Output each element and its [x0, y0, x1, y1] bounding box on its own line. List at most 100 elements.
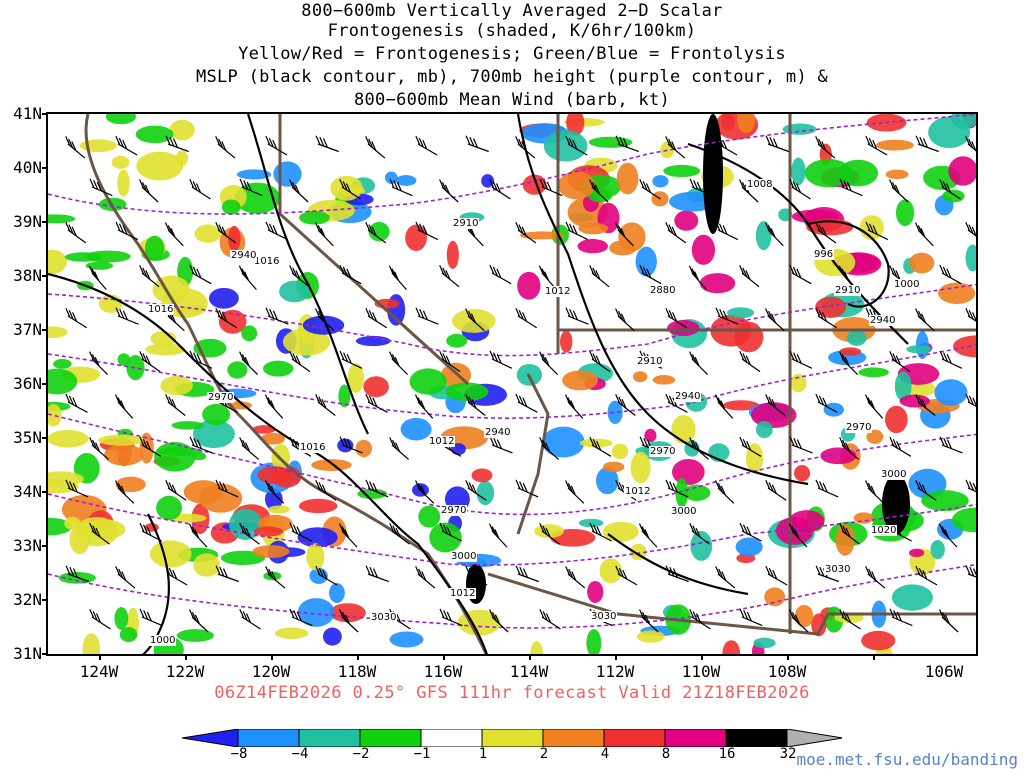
shading-blob: [169, 119, 195, 141]
wind-barb: [715, 221, 739, 241]
shading-blob: [82, 633, 101, 654]
colorbar-cell: [237, 729, 300, 747]
wind-barb: [489, 436, 513, 454]
shading-blob: [445, 382, 489, 402]
shading-blob: [241, 325, 258, 342]
shading-blob: [727, 307, 755, 319]
shading-blob: [311, 459, 352, 471]
shading-blob: [735, 537, 763, 557]
shading-blob: [609, 240, 637, 256]
wind-barb: [289, 351, 311, 373]
shading-blob: [192, 452, 207, 461]
wind-barb: [88, 265, 107, 290]
wind-barb: [265, 307, 289, 325]
wind-barb: [639, 178, 661, 200]
shading-blob: [921, 490, 969, 512]
mslp-contour-label: 1016: [147, 304, 175, 315]
wind-barb: [164, 222, 184, 247]
wind-barb: [889, 608, 913, 627]
lat-label: 32N: [13, 590, 42, 609]
wind-barb: [715, 135, 738, 156]
wind-barb: [938, 523, 958, 548]
height-contour-label: 2910: [452, 218, 480, 229]
wind-barb: [365, 479, 389, 498]
shading-blob: [690, 531, 713, 561]
wind-barb: [689, 608, 711, 630]
shading-blob: [104, 444, 144, 466]
shading-blob: [736, 114, 755, 134]
wind-barb: [165, 479, 187, 501]
wind-barb: [915, 565, 938, 586]
shading-blob: [64, 516, 81, 530]
wind-barb: [139, 351, 161, 373]
height-contour-label: 3000: [670, 506, 698, 517]
shading-blob: [279, 280, 310, 303]
wind-barb: [239, 523, 260, 545]
wind-barb: [339, 178, 361, 200]
shading-blob: [234, 182, 281, 214]
shading-blob: [355, 335, 391, 347]
height-contour-label: 2940: [869, 315, 897, 326]
shading-blob: [930, 540, 945, 560]
wind-barb: [765, 394, 786, 416]
shading-blob: [228, 225, 241, 252]
lon-label: 114W: [509, 662, 549, 681]
lat-tick: [42, 491, 48, 493]
wind-barb: [315, 479, 337, 501]
height-contour-label: 2970: [845, 422, 873, 433]
shading-blob: [599, 558, 623, 584]
wind-barb: [415, 135, 438, 156]
shading-blob: [671, 459, 705, 486]
source-url[interactable]: moe.met.fsu.edu/banding: [796, 750, 1018, 769]
shading-blob: [194, 224, 222, 243]
lon-label: 120W: [251, 662, 291, 681]
wind-barb: [539, 351, 559, 376]
lat-label: 31N: [13, 644, 42, 663]
wind-barb: [864, 394, 884, 419]
shading-blob: [611, 443, 629, 460]
height-contour-label: 3030: [824, 564, 852, 575]
mexico-border: [487, 572, 976, 636]
wind-barb: [115, 307, 139, 325]
shading-blob: [602, 461, 625, 473]
wind-barb: [915, 308, 935, 332]
shading-blob: [674, 210, 699, 231]
shading-blob: [853, 512, 874, 524]
shading-blob: [722, 400, 760, 411]
wind-barb: [489, 264, 512, 285]
shading-blob: [635, 246, 657, 277]
shading-blob: [136, 151, 183, 181]
height-contour-label: 3030: [370, 612, 398, 623]
wind-barb: [339, 264, 362, 285]
shading-blob: [337, 438, 354, 453]
height-contour-label: 2940: [484, 427, 512, 438]
wind-barb: [889, 179, 909, 203]
height-contour-label: 2970: [207, 392, 235, 403]
wind-barb: [289, 265, 310, 288]
shading-blob: [755, 421, 773, 439]
shading-blob: [794, 604, 814, 628]
wind-barb: [639, 609, 659, 633]
colorbar-cell: [182, 729, 239, 747]
wind-barb: [239, 178, 263, 197]
shading-blob: [236, 169, 272, 180]
wind-barb: [89, 351, 109, 376]
lat-tick: [42, 437, 48, 439]
700mb-height-contours: [48, 114, 976, 629]
wind-barb: [239, 608, 261, 630]
wind-barb: [615, 565, 638, 586]
wind-barb: [589, 436, 612, 457]
wind-barb: [565, 135, 588, 156]
colorbar-label: 1: [478, 746, 488, 762]
wind-barb: [65, 307, 88, 329]
shading-blob: [755, 221, 772, 251]
wind-barb: [215, 565, 239, 583]
height-contour-label: 2940: [230, 250, 258, 261]
wind-barb: [789, 264, 812, 285]
shading-blob: [363, 376, 389, 398]
colorbar-cell: [664, 729, 727, 747]
lon-tick: [185, 654, 187, 660]
lat-label: 36N: [13, 374, 42, 393]
lat-tick: [42, 329, 48, 331]
mslp-contour-label: 1012: [428, 436, 456, 447]
